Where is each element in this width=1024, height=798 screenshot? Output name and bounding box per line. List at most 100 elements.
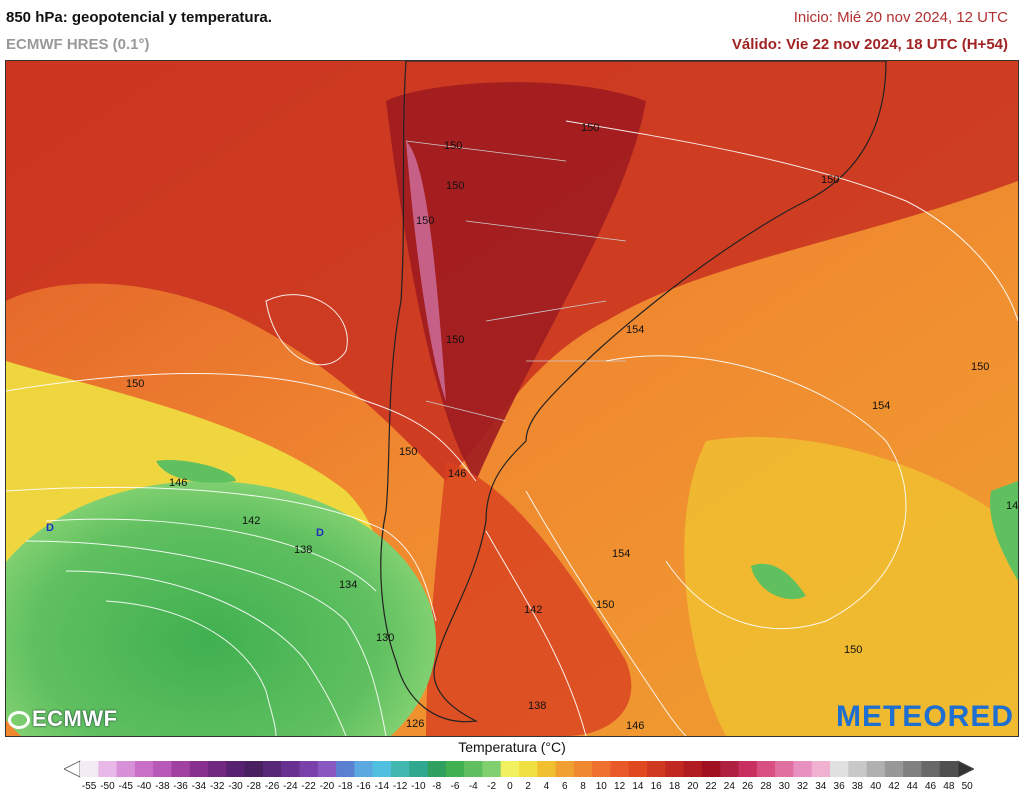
colorbar-segment [80, 761, 99, 777]
contour-label: 146 [169, 477, 187, 489]
contour-label: 150 [126, 378, 144, 390]
south-america-coastline [380, 61, 887, 723]
colorbar-segment [299, 761, 319, 777]
colorbar-segment [829, 761, 849, 777]
contour-label: 154 [612, 548, 630, 560]
geopotential-contours [6, 120, 1018, 736]
green-patch-east [751, 563, 806, 600]
colorbar-tick-label: 36 [833, 781, 845, 792]
colorbar-segment [555, 761, 575, 777]
colorbar-segment [610, 761, 630, 777]
contour-label: 150 [446, 180, 464, 192]
colorbar-segment [262, 761, 282, 777]
colorbar-segment [244, 761, 264, 777]
colorbar-tick-label: -4 [468, 781, 478, 792]
model-name: ECMWF HRES (0.1°) [6, 36, 150, 53]
green-patch [156, 460, 236, 483]
colorbar-segment [134, 761, 154, 777]
colorbar-ticks: -55 -50 -45 -40 -38 -36 -34 -32 -30 -28 -26 -24 -22-… [0, 781, 1024, 797]
colorbar-segment [464, 761, 483, 777]
forecast-map[interactable]: 150 150 150 150 150 150 150 150 150 150 … [5, 60, 1019, 737]
contour-label: 150 [596, 599, 614, 611]
colorbar-tick-label: 34 [815, 781, 827, 792]
colorbar-segment [573, 761, 593, 777]
colorbar-tick-label: 2 [525, 781, 531, 792]
colorbar-segment [208, 761, 227, 777]
colorbar-tick-label: 12 [614, 781, 626, 792]
colorbar-segment [720, 761, 739, 777]
colorbar-segment [537, 761, 557, 777]
colorbar-segment [189, 761, 209, 777]
colorbar-segment [793, 761, 813, 777]
colorbar-tick-label: 38 [851, 781, 863, 792]
contour-label: 150 [844, 644, 862, 656]
colorbar-tick-label: -14 [374, 781, 390, 792]
init-time: Inicio: Mié 20 nov 2024, 12 UTC [793, 9, 1008, 26]
colorbar-tick-label: 44 [906, 781, 918, 792]
contour-label: 150 [446, 334, 464, 346]
contour-label: 142 [242, 515, 260, 527]
low-marker: D [316, 527, 324, 539]
warm-tongue [426, 461, 632, 736]
colorbar-tick-label: -38 [155, 781, 170, 792]
colorbar-min-arrow [64, 760, 81, 778]
contour-label: 138 [294, 544, 312, 556]
colorbar-tick-label: 26 [742, 781, 754, 792]
contour-label: 154 [626, 324, 644, 336]
contour-label: 126 [406, 718, 424, 730]
colorbar-segment [683, 761, 703, 777]
colorbar-tick-label: 50 [961, 781, 973, 792]
green-patch-edge [990, 481, 1018, 581]
colorbar-tick-label: 32 [796, 781, 809, 792]
colorbar-segment [116, 761, 136, 777]
colorbar-tick-label: 40 [870, 781, 882, 792]
colorbar [64, 760, 974, 778]
colorbar-segment [811, 761, 831, 777]
colorbar-tick-label: -32 [209, 781, 225, 792]
colorbar-segment [701, 761, 721, 777]
contour-label: 146 [626, 720, 644, 732]
colorbar-tick-label: 48 [943, 781, 955, 792]
ecmwf-logo-mark [8, 711, 30, 729]
colorbar-max-arrow [957, 760, 974, 778]
colorbar-segment [153, 761, 172, 777]
colorbar-tick-label: 6 [561, 781, 568, 792]
colorbar-tick-label: -8 [432, 781, 442, 792]
colorbar-tick-label: -30 [228, 781, 243, 792]
colorbar-tick-label: -20 [319, 781, 335, 792]
colorbar-segment [884, 761, 904, 777]
colorbar-segment [445, 761, 465, 777]
country-borders [405, 140, 627, 422]
valid-time: Válido: Vie 22 nov 2024, 18 UTC (H+54) [731, 36, 1008, 53]
colorbar-tick-label: 30 [778, 781, 790, 792]
map-canvas: 150 150 150 150 150 150 150 150 150 150 … [6, 61, 1018, 736]
contour-label: 138 [528, 700, 546, 712]
colorbar-tick-label: 46 [925, 781, 937, 792]
colorbar-title: Temperatura (°C) [458, 739, 566, 755]
contour-label: 154 [872, 400, 890, 412]
colorbar-tick-label: -24 [283, 781, 298, 792]
contour-label: 150 [971, 361, 989, 373]
contour-label: 150 [399, 446, 417, 458]
colorbar-tick-label: -50 [100, 781, 115, 792]
ecmwf-logo-text: ECMWF [32, 706, 118, 731]
colorbar-segment [775, 761, 794, 777]
colorbar-segment [756, 761, 776, 777]
colorbar-tick-label: 4 [543, 781, 550, 792]
colorbar-segment [500, 761, 520, 777]
contour-label: 150 [821, 174, 839, 186]
colorbar-segment [628, 761, 648, 777]
colorbar-tick-label: -26 [264, 781, 280, 792]
colorbar-segment [354, 761, 374, 777]
colorbar-segment [336, 761, 355, 777]
colorbar-segment [903, 761, 922, 777]
colorbar-segment [592, 761, 611, 777]
colorbar-tick-label: 0 [507, 781, 513, 792]
colorbar-segment [372, 761, 392, 777]
colorbar-tick-label: -16 [356, 781, 371, 792]
colorbar-tick-label: -28 [246, 781, 261, 792]
colorbar-tick-label: -22 [301, 781, 316, 792]
colorbar-tick-label: -55 [81, 781, 97, 792]
colorbar-segment [921, 761, 941, 777]
contour-labels: 150 150 150 150 150 150 150 150 150 150 … [126, 122, 1018, 732]
